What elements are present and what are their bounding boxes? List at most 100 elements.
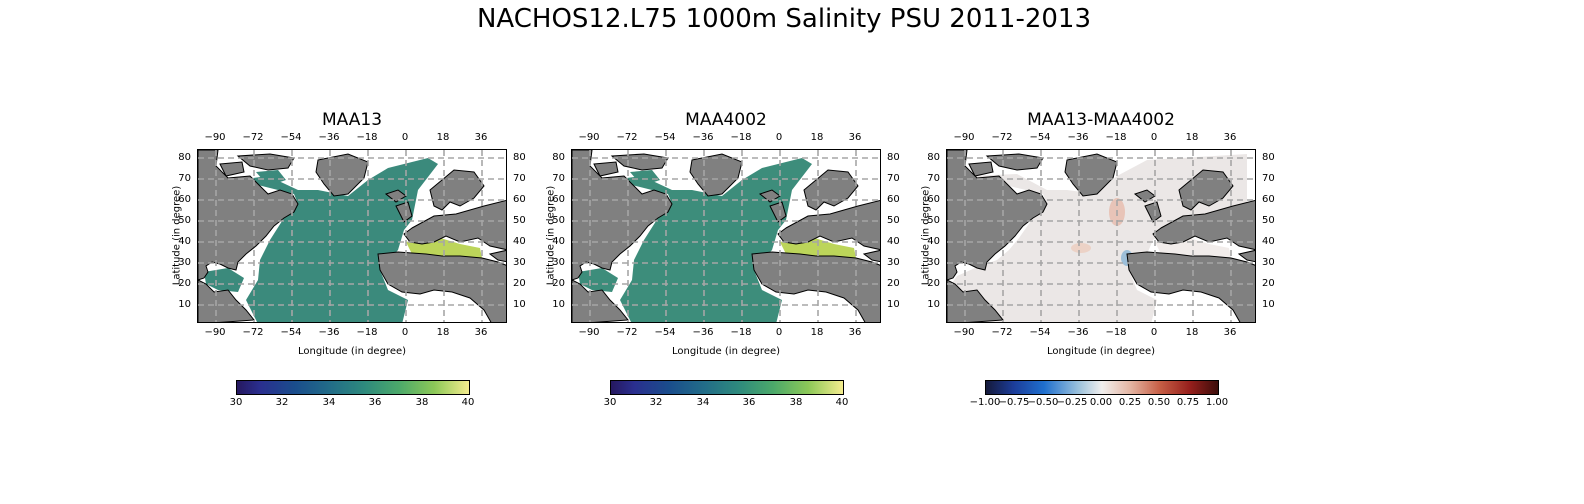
x-tick: −54 (654, 132, 676, 143)
colorbar-tick: 30 (603, 397, 617, 408)
colorbar-tick: 40 (461, 397, 475, 408)
colorbar-tick: 36 (742, 397, 756, 408)
y-tick: 80 (887, 152, 900, 163)
x-tick: −90 (578, 327, 600, 338)
x-tick: 0 (401, 327, 409, 338)
x-tick: −36 (318, 132, 340, 143)
y-tick: 70 (513, 173, 526, 184)
x-tick: 0 (775, 132, 783, 143)
colorbar-tick: 1.00 (1205, 397, 1229, 408)
salinity-gulf (204, 268, 244, 292)
x-tick: −54 (654, 327, 676, 338)
y-tick: 30 (887, 257, 900, 268)
y-tick: 30 (552, 257, 565, 268)
panel-title: MAA4002 (685, 110, 767, 130)
colorbar-tick: 38 (415, 397, 429, 408)
map-maa4002 (571, 149, 881, 323)
x-tick: 36 (1223, 327, 1237, 338)
y-tick: 10 (513, 299, 526, 310)
colorbar-tick: 40 (835, 397, 849, 408)
colorbar-tick: 36 (368, 397, 382, 408)
x-tick: −18 (356, 132, 378, 143)
y-tick: 10 (927, 299, 940, 310)
x-tick: 0 (1150, 132, 1158, 143)
x-axis-label: Longitude (in degree) (1046, 346, 1156, 357)
y-tick: 30 (927, 257, 940, 268)
x-tick: −18 (730, 132, 752, 143)
y-tick: 20 (513, 278, 526, 289)
figure-title: NACHOS12.L75 1000m Salinity PSU 2011-201… (476, 4, 1092, 34)
x-tick: 36 (474, 132, 488, 143)
y-tick: 20 (552, 278, 565, 289)
x-tick: −72 (991, 327, 1013, 338)
y-tick: 80 (513, 152, 526, 163)
x-tick: 18 (810, 327, 824, 338)
salinity-labrador (630, 170, 660, 186)
x-tick: −18 (1105, 132, 1127, 143)
x-tick: −54 (280, 327, 302, 338)
y-tick: 60 (552, 194, 565, 205)
x-tick: −90 (953, 327, 975, 338)
colorbar-tick: −0.50 (1027, 397, 1059, 408)
difference-field (947, 154, 1247, 322)
x-tick: −90 (953, 132, 975, 143)
y-tick: 60 (513, 194, 526, 205)
y-tick: 50 (178, 215, 191, 226)
x-tick: −18 (1105, 327, 1127, 338)
colorbar-tick: 34 (696, 397, 710, 408)
colorbar-tick: 0.25 (1118, 397, 1142, 408)
panel-title: MAA13-MAA4002 (1027, 110, 1175, 130)
colorbar-tick: 0.50 (1147, 397, 1171, 408)
x-tick: −54 (1029, 132, 1051, 143)
x-tick: −18 (730, 327, 752, 338)
salinity-gulf (578, 268, 618, 292)
colorbar-tick: 32 (649, 397, 663, 408)
x-tick: 0 (775, 327, 783, 338)
x-tick: −72 (242, 132, 264, 143)
y-tick: 10 (552, 299, 565, 310)
x-tick: −90 (204, 327, 226, 338)
x-tick: −72 (991, 132, 1013, 143)
colorbar-tick: 32 (275, 397, 289, 408)
x-tick: 18 (1185, 327, 1199, 338)
y-tick: 40 (887, 236, 900, 247)
y-tick: 20 (1262, 278, 1275, 289)
panel-maa13: MAA13 Latitude (in degree) Longitude (in… (159, 108, 559, 418)
y-tick: 40 (178, 236, 191, 247)
x-tick: −90 (204, 132, 226, 143)
x-tick: 36 (848, 132, 862, 143)
y-tick: 50 (513, 215, 526, 226)
x-tick: −72 (616, 327, 638, 338)
y-tick: 10 (178, 299, 191, 310)
y-tick: 40 (552, 236, 565, 247)
y-tick: 80 (1262, 152, 1275, 163)
y-tick: 50 (1262, 215, 1275, 226)
colorbar-tick: −0.75 (998, 397, 1030, 408)
x-tick: −54 (280, 132, 302, 143)
y-tick: 80 (927, 152, 940, 163)
y-tick: 70 (887, 173, 900, 184)
y-tick: 70 (178, 173, 191, 184)
x-tick: 36 (1223, 132, 1237, 143)
y-tick: 70 (552, 173, 565, 184)
y-tick: 50 (552, 215, 565, 226)
x-tick: −36 (1067, 132, 1089, 143)
x-tick: 0 (1150, 327, 1158, 338)
x-tick: −36 (1067, 327, 1089, 338)
y-tick: 60 (1262, 194, 1275, 205)
panel-title: MAA13 (321, 110, 383, 130)
y-tick: 40 (1262, 236, 1275, 247)
y-tick: 10 (1262, 299, 1275, 310)
salinity-labrador (256, 170, 286, 186)
x-tick: 0 (401, 132, 409, 143)
y-tick: 70 (927, 173, 940, 184)
difference-positive-anomaly (1071, 243, 1091, 253)
x-tick: −72 (616, 132, 638, 143)
colorbar-tick: −1.00 (969, 397, 1001, 408)
colorbar-tick: 0.00 (1089, 397, 1113, 408)
x-tick: −36 (692, 132, 714, 143)
map-maa13 (197, 149, 507, 323)
colorbar-tick: 30 (229, 397, 243, 408)
x-axis-label: Longitude (in degree) (671, 346, 781, 357)
y-tick: 40 (927, 236, 940, 247)
